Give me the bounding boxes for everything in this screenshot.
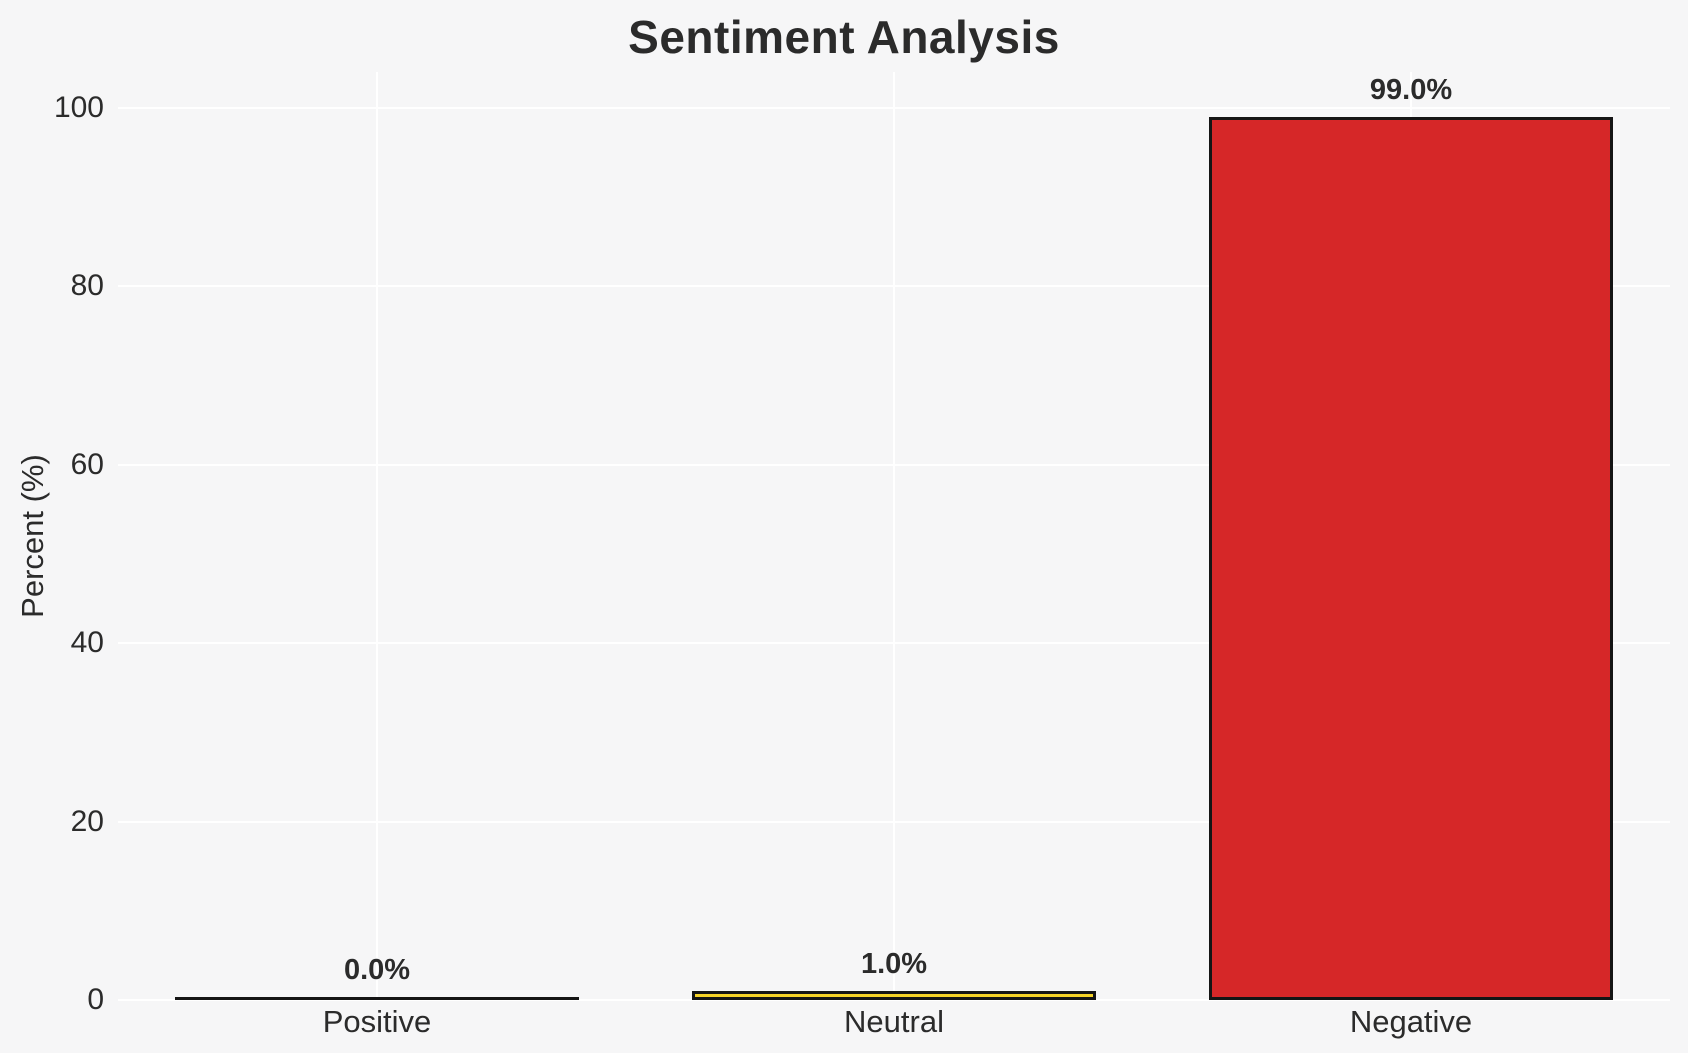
bar-positive	[175, 997, 579, 1000]
bar-value-label-positive: 0.0%	[343, 954, 411, 986]
y-tick-label-20: 20	[70, 805, 104, 838]
x-gridline-neutral	[893, 72, 895, 1000]
y-tick-label-100: 100	[53, 91, 104, 124]
y-tick-label-40: 40	[70, 626, 104, 659]
chart-title: Sentiment Analysis	[628, 11, 1060, 63]
x-gridline-positive	[376, 72, 378, 1000]
bar-neutral	[692, 991, 1096, 1000]
x-tick-label-positive: Positive	[322, 1004, 432, 1039]
y-gridline-0	[118, 999, 1670, 1001]
bar-negative	[1209, 117, 1613, 1000]
x-tick-label-negative: Negative	[1349, 1004, 1473, 1039]
bar-value-label-negative: 99.0%	[1369, 74, 1453, 106]
y-tick-label-80: 80	[70, 269, 104, 302]
y-tick-label-0: 0	[87, 983, 104, 1016]
bar-value-label-neutral: 1.0%	[860, 948, 928, 980]
plot-area: 0.0% 1.0% 99.0%	[118, 72, 1670, 1001]
x-tick-label-neutral: Neutral	[844, 1004, 944, 1039]
y-tick-label-60: 60	[70, 448, 104, 481]
